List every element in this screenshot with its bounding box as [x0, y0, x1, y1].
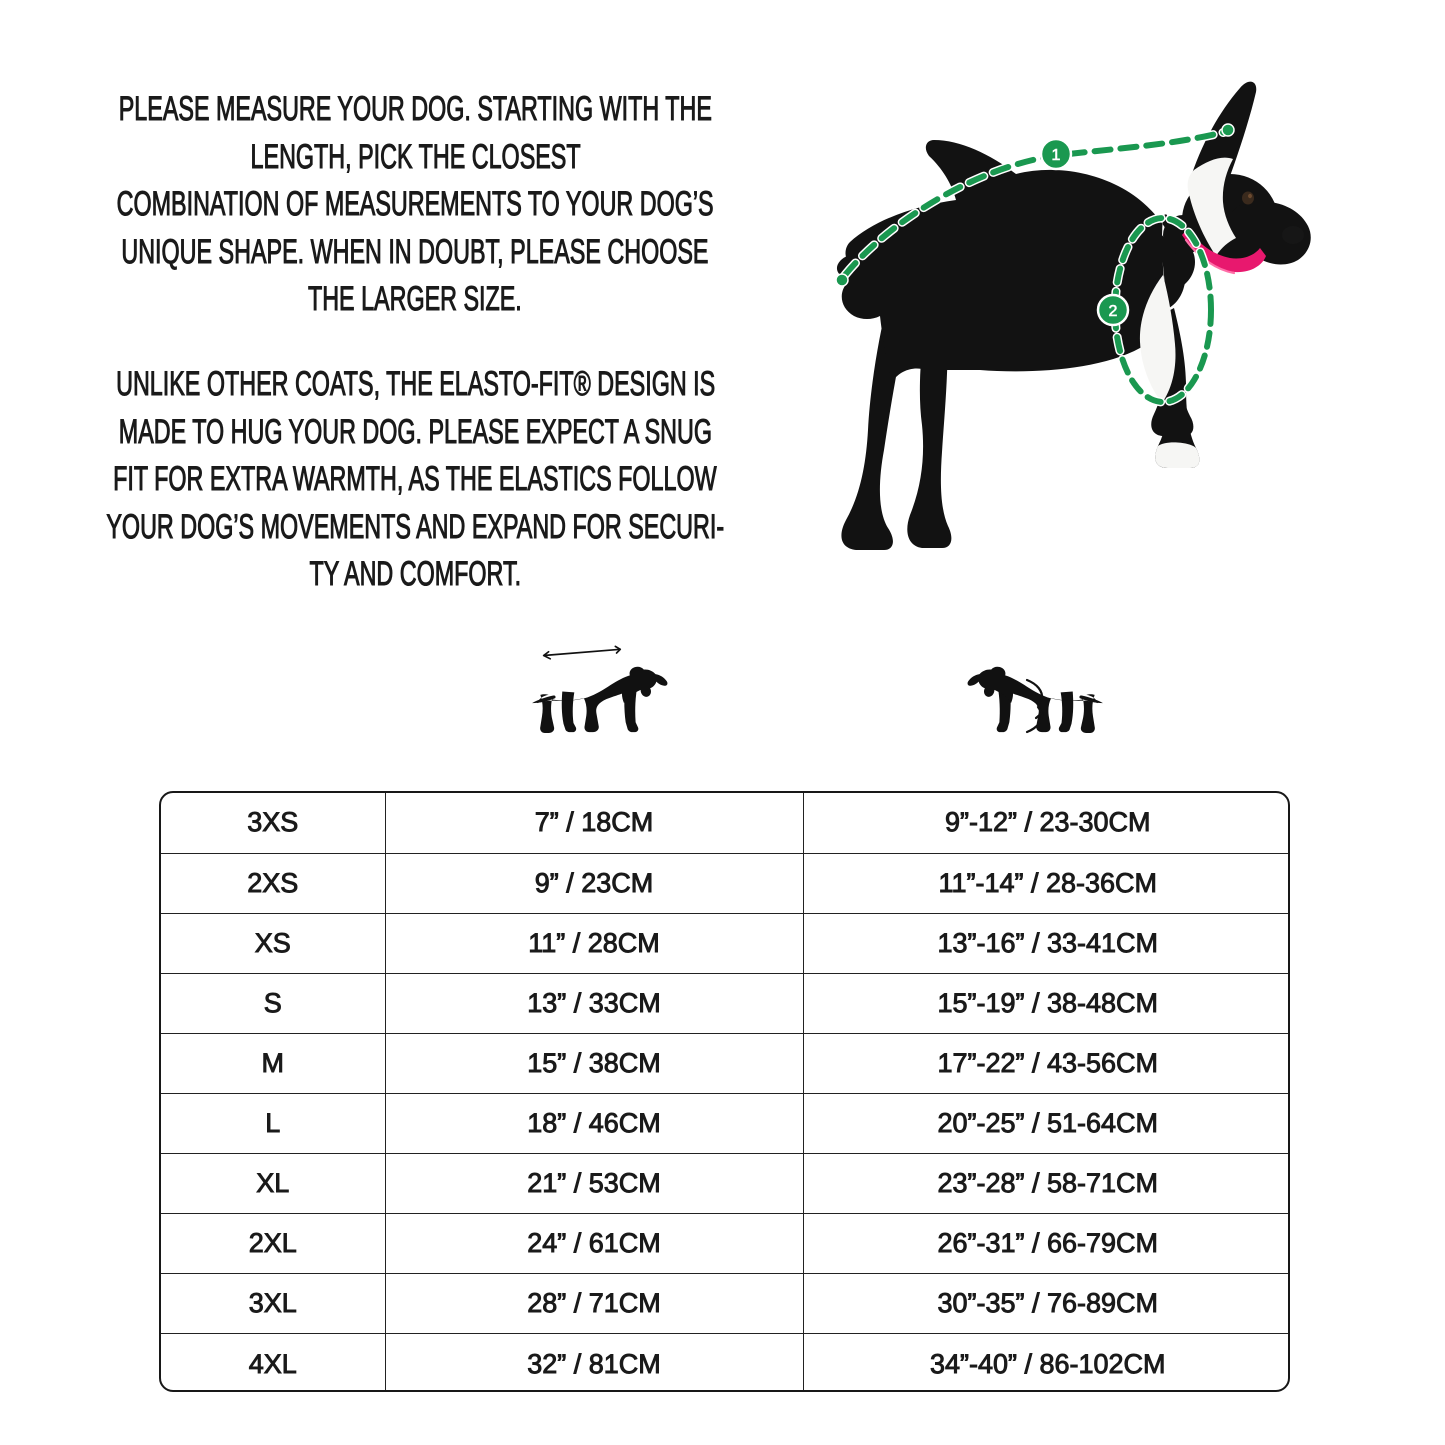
svg-text:2: 2: [1109, 303, 1118, 320]
svg-text:1: 1: [1052, 147, 1061, 164]
